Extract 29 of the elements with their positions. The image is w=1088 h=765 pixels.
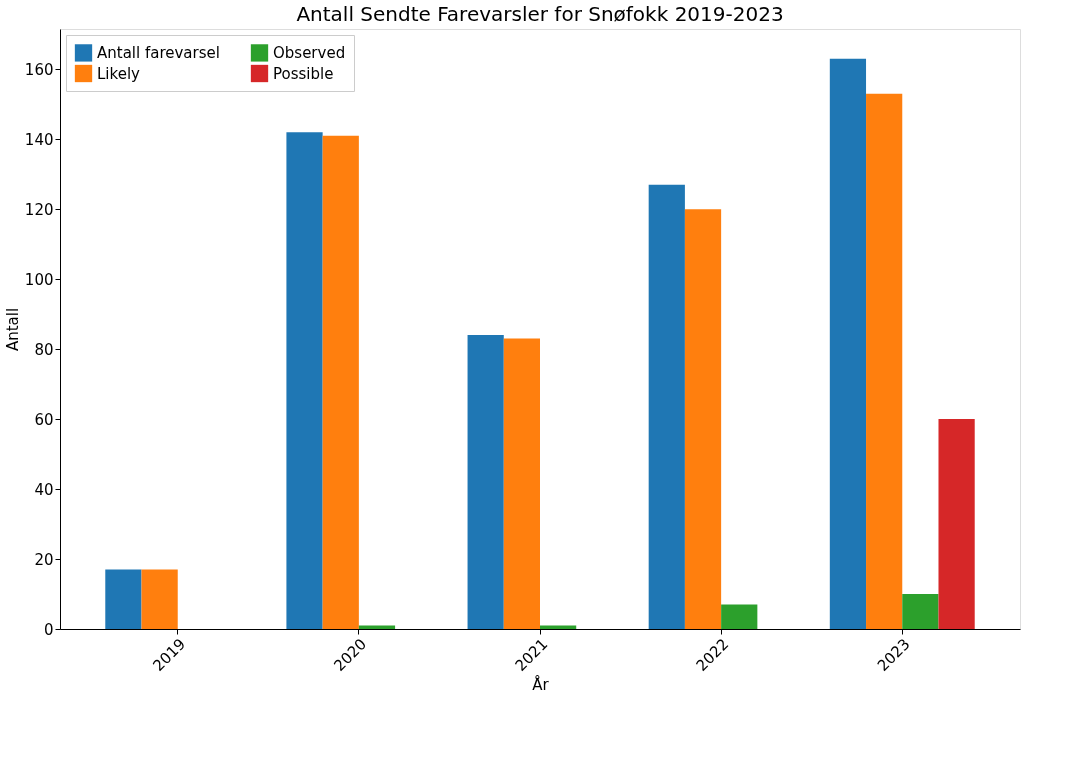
- legend-label: Observed: [273, 43, 346, 62]
- chart-title: Antall Sendte Farevarsler for Snøfokk 2019-2023: [296, 2, 784, 26]
- bar: [938, 419, 975, 629]
- bar: [829, 58, 867, 629]
- legend-label: Likely: [97, 64, 141, 83]
- y-tick-label: 20: [34, 550, 54, 569]
- bar: [322, 135, 359, 629]
- bar: [684, 209, 722, 629]
- bar: [721, 604, 758, 629]
- x-axis-title: År: [532, 675, 550, 695]
- y-tick-label: 160: [24, 60, 54, 79]
- bar: [503, 338, 540, 629]
- bar: [902, 594, 939, 629]
- y-tick-label: 0: [43, 620, 54, 639]
- bar: [141, 569, 178, 629]
- bar: [648, 184, 685, 629]
- y-tick-label: 40: [34, 480, 54, 499]
- legend-label: Antall farevarsel: [97, 43, 220, 62]
- y-tick-label: 120: [24, 200, 54, 219]
- bar: [866, 93, 903, 629]
- y-tick-label: 80: [34, 340, 54, 359]
- y-tick-label: 100: [24, 270, 54, 289]
- y-tick-label: 60: [34, 410, 54, 429]
- legend-label: Possible: [273, 64, 334, 83]
- y-tick-label: 140: [24, 130, 54, 149]
- bar: [286, 132, 323, 629]
- y-axis-title: Antall: [3, 307, 22, 352]
- bar: [467, 335, 504, 629]
- bar: [105, 569, 142, 629]
